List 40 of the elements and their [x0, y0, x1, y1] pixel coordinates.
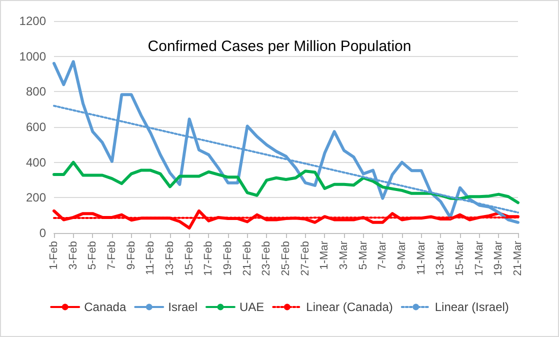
legend-label: Canada — [84, 300, 126, 314]
y-tick-label: 1000 — [19, 49, 46, 64]
y-tick-label: 800 — [26, 84, 46, 99]
x-tick-label: 15-Feb — [183, 241, 196, 276]
x-tick-label: 13-Feb — [164, 241, 176, 276]
x-tick-label: 1-Mar — [318, 240, 331, 270]
legend-label: Linear (Canada) — [306, 300, 393, 314]
x-tick-label: 21-Feb — [241, 241, 254, 276]
x-tick-label: 5-Feb — [86, 241, 99, 270]
x-tick-label: 5-Mar — [357, 240, 370, 270]
x-tick-label: 1-Feb — [48, 241, 60, 270]
x-tick-label: 9-Mar — [396, 240, 408, 270]
x-tick-label: 27-Feb — [299, 241, 312, 276]
y-tick-label: 0 — [39, 226, 46, 240]
y-tick-label: 600 — [26, 120, 46, 134]
x-tick-label: 11-Mar — [415, 240, 428, 276]
x-tick-label: 23-Feb — [260, 241, 273, 276]
text: Confirmed Cases per Million Population — [148, 38, 412, 55]
y-tick-label: 400 — [26, 155, 46, 170]
x-tick-label: 25-Feb — [280, 241, 292, 276]
x-tick-label: 19-Mar — [492, 240, 505, 276]
x-tick-label: 7-Feb — [106, 241, 118, 270]
y-tick-label: 200 — [26, 190, 46, 205]
x-tick-label: 17-Mar — [473, 240, 486, 276]
x-tick-label: 17-Feb — [202, 241, 215, 276]
x-tick-label: 3-Feb — [67, 241, 80, 270]
x-tick-label: 9-Feb — [125, 241, 138, 270]
legend-label: UAE — [239, 300, 264, 314]
line-series — [52, 60, 520, 224]
legend-label: Linear (Israel) — [434, 300, 509, 314]
x-tick-label: 3-Mar — [338, 240, 350, 270]
x-tick-label: 15-Mar — [454, 240, 466, 276]
x-tick-label: 7-Mar — [376, 240, 389, 270]
x-tick-label: 21-Mar — [512, 240, 524, 276]
y-tick-label: 1200 — [19, 14, 46, 28]
x-tick-label: 13-Mar — [434, 240, 447, 276]
x-tick-label: 11-Feb — [144, 241, 157, 276]
line-series — [52, 160, 520, 204]
x-tick-label: 19-Feb — [222, 241, 234, 276]
legend-label: Israel — [168, 300, 198, 314]
